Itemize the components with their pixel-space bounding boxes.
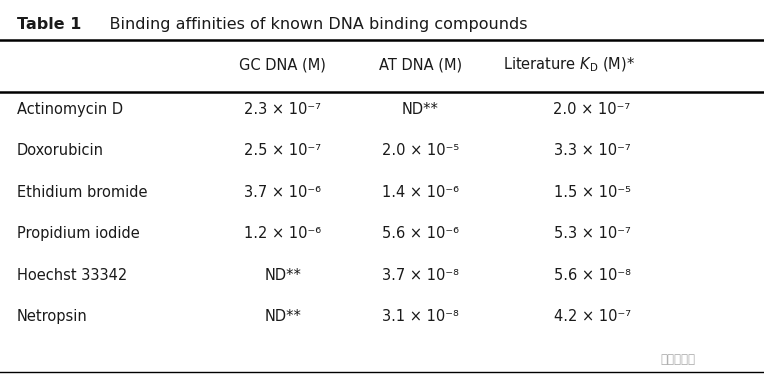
Text: Netropsin: Netropsin [17,309,88,324]
Text: 1.4 × 10⁻⁶: 1.4 × 10⁻⁶ [382,185,458,200]
Text: Propidium iodide: Propidium iodide [17,226,140,242]
Text: GC DNA (M): GC DNA (M) [239,58,326,73]
Text: 3.7 × 10⁻⁶: 3.7 × 10⁻⁶ [244,185,321,200]
Text: 1.5 × 10⁻⁵: 1.5 × 10⁻⁵ [554,185,630,200]
Text: 2.3 × 10⁻⁷: 2.3 × 10⁻⁷ [244,102,321,117]
Text: Literature $K_\mathrm{D}$ (M)*: Literature $K_\mathrm{D}$ (M)* [503,56,635,74]
Text: AT DNA (M): AT DNA (M) [379,58,461,73]
Text: Table 1: Table 1 [17,17,81,32]
Text: 3.3 × 10⁻⁷: 3.3 × 10⁻⁷ [554,143,630,159]
Text: 4.2 × 10⁻⁷: 4.2 × 10⁻⁷ [554,309,630,324]
Text: 2.0 × 10⁻⁷: 2.0 × 10⁻⁷ [553,102,631,117]
Text: 5.6 × 10⁻⁶: 5.6 × 10⁻⁶ [382,226,458,242]
Text: 2.0 × 10⁻⁵: 2.0 × 10⁻⁵ [381,143,459,159]
Text: Binding affinities of known DNA binding compounds: Binding affinities of known DNA binding … [89,17,528,32]
Text: 3.1 × 10⁻⁸: 3.1 × 10⁻⁸ [382,309,458,324]
Text: 5.6 × 10⁻⁸: 5.6 × 10⁻⁸ [554,268,630,283]
Text: ND**: ND** [264,268,301,283]
Text: 3.7 × 10⁻⁸: 3.7 × 10⁻⁸ [382,268,458,283]
Text: ND**: ND** [264,309,301,324]
Text: Hoechst 33342: Hoechst 33342 [17,268,127,283]
Text: Doxorubicin: Doxorubicin [17,143,104,159]
Text: Ethidium bromide: Ethidium bromide [17,185,147,200]
Text: ND**: ND** [402,102,439,117]
Text: Actinomycin D: Actinomycin D [17,102,123,117]
Text: 5.3 × 10⁻⁷: 5.3 × 10⁻⁷ [554,226,630,242]
Text: 佰菜博生化: 佰菜博生化 [661,353,696,366]
Text: 1.2 × 10⁻⁶: 1.2 × 10⁻⁶ [244,226,321,242]
Text: 2.5 × 10⁻⁷: 2.5 × 10⁻⁷ [244,143,321,159]
